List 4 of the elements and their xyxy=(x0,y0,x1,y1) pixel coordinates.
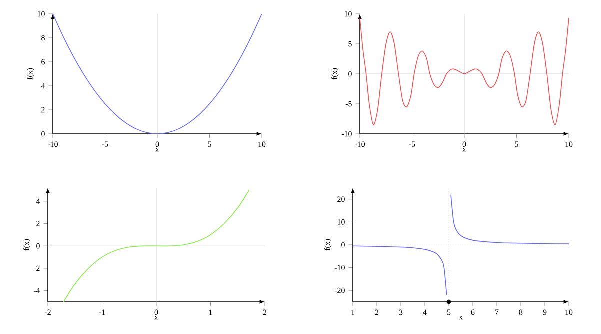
line-series xyxy=(63,190,250,302)
line-series xyxy=(450,194,570,244)
line-series xyxy=(352,246,448,296)
line-series xyxy=(52,14,262,134)
